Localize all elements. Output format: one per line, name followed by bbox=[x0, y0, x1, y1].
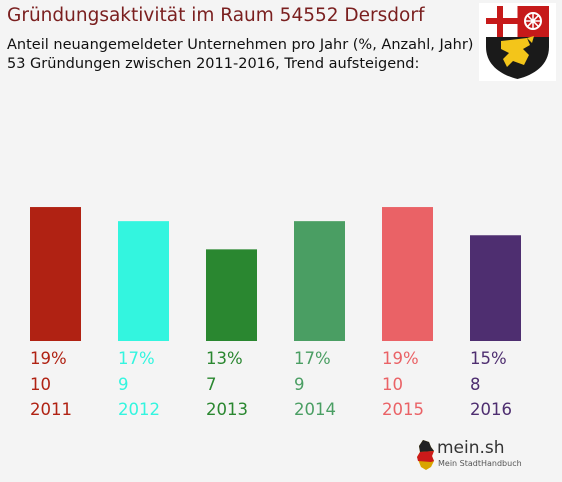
percent-label-2015: 19% bbox=[382, 349, 419, 368]
bar-2015 bbox=[382, 207, 433, 341]
subtitle-line-2: 53 Gründungen zwischen 2011-2016, Trend … bbox=[7, 56, 420, 72]
year-label-2016: 2016 bbox=[470, 400, 512, 419]
percent-label-2016: 15% bbox=[470, 349, 507, 368]
bar-2014 bbox=[294, 221, 345, 341]
percent-label-2011: 19% bbox=[30, 349, 67, 368]
bar-2016 bbox=[470, 235, 521, 341]
year-label-2013: 2013 bbox=[206, 400, 248, 419]
year-label-2011: 2011 bbox=[30, 400, 72, 419]
bar-2013 bbox=[206, 249, 257, 341]
percent-label-2014: 17% bbox=[294, 349, 331, 368]
chart-title: Gründungsaktivität im Raum 54552 Dersdor… bbox=[7, 5, 425, 26]
count-label-2013: 7 bbox=[206, 375, 217, 394]
brand-logo[interactable]: mein.sh Mein StadtHandbuch bbox=[417, 435, 527, 475]
logo-brand-text: mein.sh bbox=[437, 438, 505, 458]
percent-label-2013: 13% bbox=[206, 349, 243, 368]
subtitle-line-1: Anteil neuangemeldeter Unternehmen pro J… bbox=[7, 37, 474, 53]
year-label-2012: 2012 bbox=[118, 400, 160, 419]
germany-map-icon bbox=[417, 440, 434, 470]
count-label-2014: 9 bbox=[294, 375, 305, 394]
coat-of-arms-icon bbox=[479, 3, 556, 81]
logo-tagline: Mein StadtHandbuch bbox=[438, 459, 522, 468]
year-label-2015: 2015 bbox=[382, 400, 424, 419]
bar-2012 bbox=[118, 221, 169, 341]
chart-subtitle: Anteil neuangemeldeter Unternehmen pro J… bbox=[7, 36, 473, 74]
percent-label-2012: 17% bbox=[118, 349, 155, 368]
bar-2011 bbox=[30, 207, 81, 341]
count-label-2011: 10 bbox=[30, 375, 51, 394]
count-label-2015: 10 bbox=[382, 375, 403, 394]
count-label-2012: 9 bbox=[118, 375, 129, 394]
count-label-2016: 8 bbox=[470, 375, 481, 394]
year-label-2014: 2014 bbox=[294, 400, 336, 419]
